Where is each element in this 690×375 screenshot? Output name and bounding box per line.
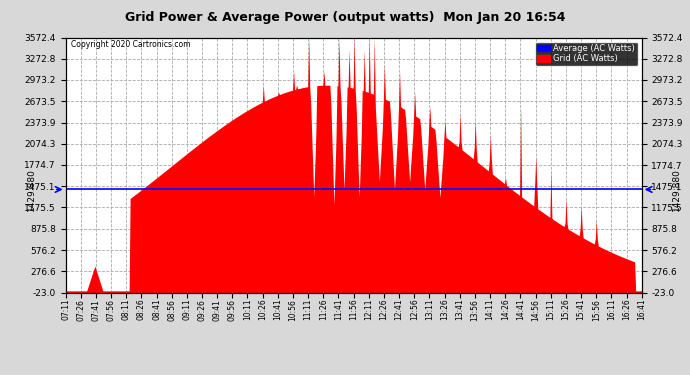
Text: Copyright 2020 Cartronics.com: Copyright 2020 Cartronics.com [71, 40, 191, 49]
Text: 1429.880: 1429.880 [672, 168, 681, 211]
Legend: Average (AC Watts), Grid (AC Watts): Average (AC Watts), Grid (AC Watts) [535, 42, 638, 66]
Text: Grid Power & Average Power (output watts)  Mon Jan 20 16:54: Grid Power & Average Power (output watts… [125, 11, 565, 24]
Text: 1429.880: 1429.880 [26, 168, 35, 211]
